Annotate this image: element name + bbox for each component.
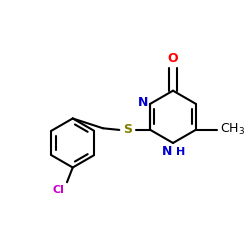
Text: N: N xyxy=(162,144,172,158)
Text: O: O xyxy=(168,52,178,65)
Text: Cl: Cl xyxy=(53,185,64,195)
Text: N: N xyxy=(138,96,149,110)
Text: CH$_3$: CH$_3$ xyxy=(220,122,245,138)
Text: S: S xyxy=(123,124,132,136)
Text: H: H xyxy=(176,147,186,157)
